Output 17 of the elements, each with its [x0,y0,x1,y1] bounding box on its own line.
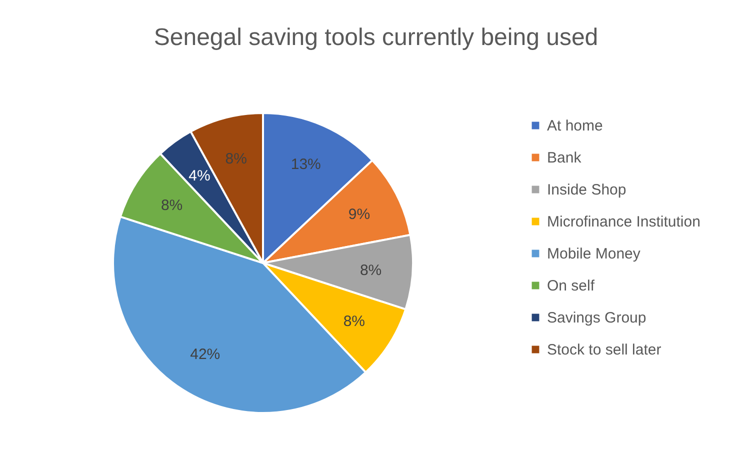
legend-label: On self [547,278,596,294]
legend-label: Savings Group [547,310,646,326]
data-label: 9% [348,206,370,223]
legend-label: Microfinance Institution [547,214,700,230]
chart-title: Senegal saving tools currently being used [154,24,598,51]
legend-label: Inside Shop [547,182,626,198]
data-label: 13% [290,156,321,173]
data-label: 4% [188,168,210,185]
data-label: 8% [343,312,366,330]
data-label: 8% [360,262,382,279]
legend-label: Bank [547,150,582,166]
data-label: 8% [225,150,247,168]
legend-label: Stock to sell later [547,342,662,358]
legend-label: At home [547,118,603,134]
legend-label: Mobile Money [547,246,641,262]
data-label: 8% [160,197,183,214]
data-label: 42% [190,346,220,364]
